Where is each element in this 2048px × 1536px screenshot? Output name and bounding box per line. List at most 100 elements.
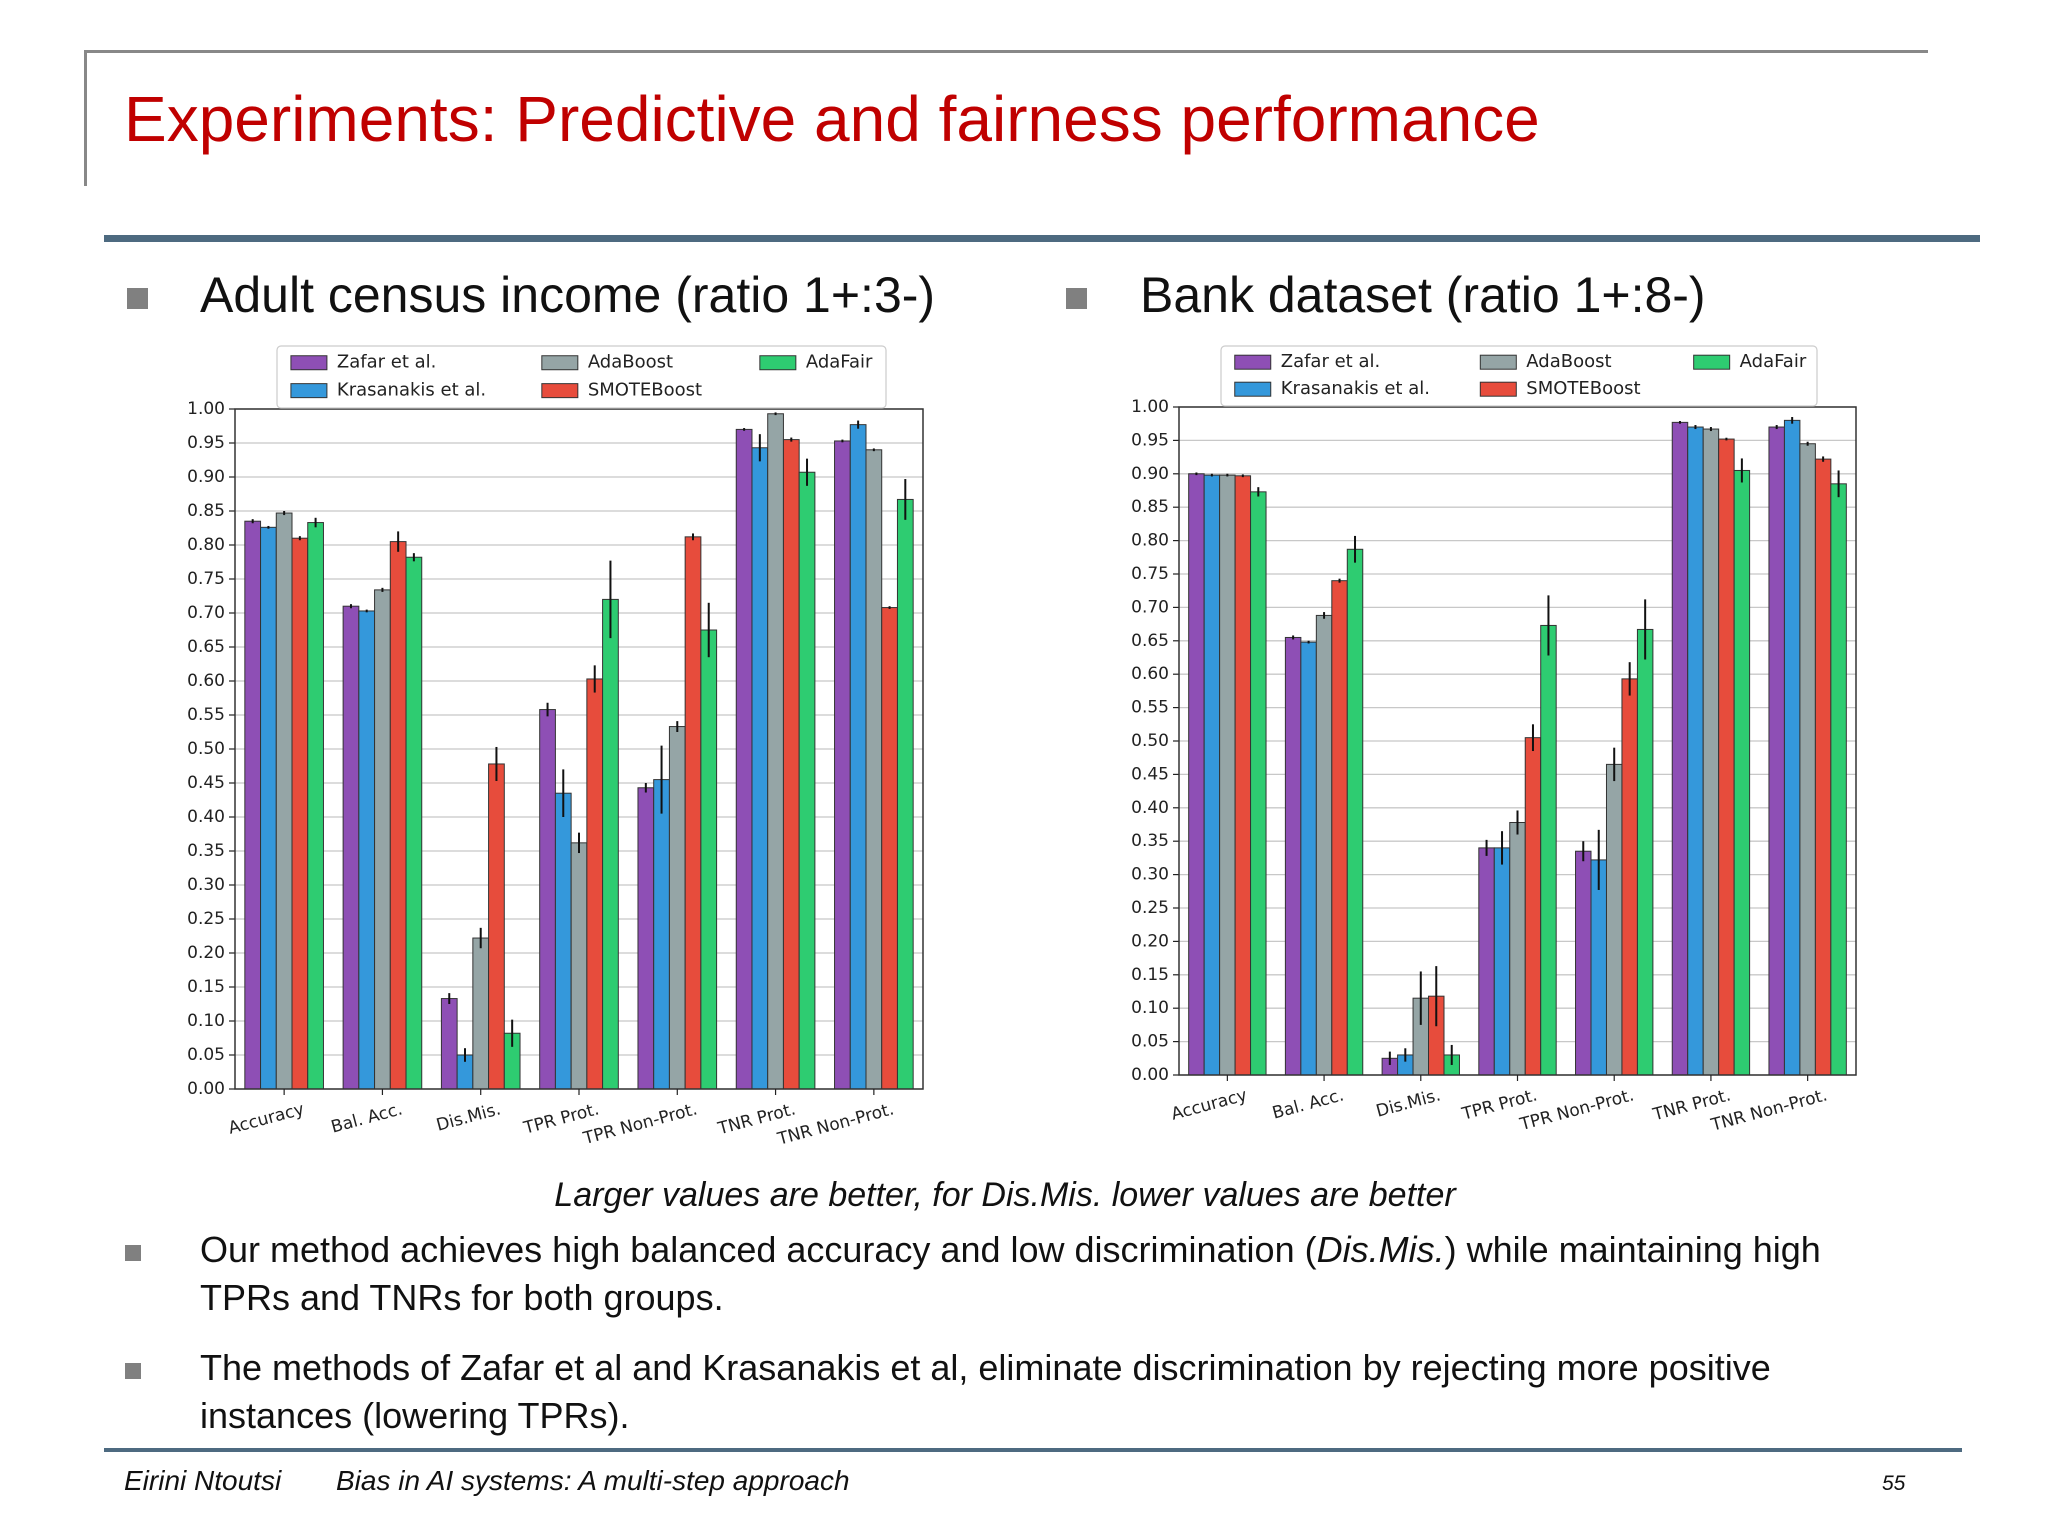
bar xyxy=(1493,847,1511,1076)
legend-label: AdaBoost xyxy=(588,352,673,373)
legend-box xyxy=(1220,345,1818,407)
y-tick-label: 0.75 xyxy=(1131,564,1169,584)
bar xyxy=(586,678,604,1090)
y-tick-label: 0.85 xyxy=(187,501,225,521)
x-tick-label: Bal. Acc. xyxy=(1270,1085,1346,1123)
y-tick-label: 0.40 xyxy=(1131,798,1169,818)
y-tick-label: 0.95 xyxy=(187,433,225,453)
chart-heading: Bank dataset (ratio 1+:8-) xyxy=(1140,267,1706,323)
caption: Larger values are better, for Dis.Mis. l… xyxy=(554,1176,1456,1214)
y-tick-label: 0.55 xyxy=(187,705,225,725)
bullet-text: Our method achieves high balanced accura… xyxy=(200,1226,1900,1322)
bar xyxy=(1636,628,1654,1076)
bar xyxy=(896,498,914,1090)
y-tick-label: 0.85 xyxy=(1131,497,1169,517)
legend-swatch xyxy=(759,355,797,371)
bar xyxy=(472,937,490,1090)
y-tick-label: 0.30 xyxy=(187,875,225,895)
y-tick-label: 0.35 xyxy=(187,841,225,861)
y-tick-label: 0.50 xyxy=(187,739,225,759)
bar xyxy=(1783,419,1801,1076)
text: Our method achieves high balanced accura… xyxy=(200,1229,1317,1270)
legend-swatch xyxy=(1234,354,1272,370)
y-tick-label: 0.45 xyxy=(1131,764,1169,784)
footer-author: Eirini Ntoutsi xyxy=(124,1465,282,1496)
y-tick-label: 0.60 xyxy=(1131,664,1169,684)
bar xyxy=(539,709,556,1090)
bullet-square xyxy=(125,1245,141,1261)
bar xyxy=(684,536,702,1090)
legend-swatch xyxy=(541,355,579,371)
bar xyxy=(1478,847,1495,1076)
legend-box xyxy=(276,345,887,409)
bar xyxy=(1188,473,1205,1076)
x-tick-label: Bal. Acc. xyxy=(329,1099,405,1137)
text: ) while maintaining high TPRs and TNRs f… xyxy=(200,1229,1821,1318)
x-tick-label: Accuracy xyxy=(1169,1085,1249,1124)
y-tick-label: 0.80 xyxy=(187,535,225,555)
bar xyxy=(751,447,769,1090)
y-tick-label: 0.15 xyxy=(187,977,225,997)
legend-label: Zafar et al. xyxy=(337,352,436,373)
y-tick-label: 0.30 xyxy=(1131,865,1169,885)
bar xyxy=(602,598,619,1090)
y-tick-label: 0.25 xyxy=(187,909,225,929)
bar xyxy=(488,763,505,1090)
x-tick-label: TPR Non-Prot. xyxy=(580,1099,699,1149)
y-tick-label: 0.55 xyxy=(1131,698,1169,718)
y-tick-label: 0.20 xyxy=(1131,931,1169,951)
bar xyxy=(374,589,391,1090)
bar xyxy=(307,522,324,1090)
y-tick-label: 0.35 xyxy=(1131,831,1169,851)
legend-swatch xyxy=(1693,354,1731,370)
bar xyxy=(554,792,572,1090)
bullet-text: The methods of Zafar et al and Krasanaki… xyxy=(200,1344,1900,1440)
y-tick-label: 0.65 xyxy=(187,637,225,657)
y-tick-label: 0.90 xyxy=(1131,464,1169,484)
y-tick-label: 1.00 xyxy=(187,399,225,419)
legend-label: Zafar et al. xyxy=(1281,351,1380,372)
bar xyxy=(358,610,376,1090)
legend-label: Krasanakis et al. xyxy=(337,380,486,401)
bar xyxy=(1234,475,1252,1076)
legend-label: SMOTEBoost xyxy=(588,380,702,401)
bar xyxy=(834,440,851,1090)
bar xyxy=(767,413,784,1090)
y-tick-label: 0.45 xyxy=(187,773,225,793)
bar xyxy=(1524,737,1542,1076)
bar xyxy=(668,726,686,1090)
bar xyxy=(1621,678,1638,1076)
bar xyxy=(1671,421,1689,1076)
legend-swatch xyxy=(290,355,328,371)
x-tick-label: Dis.Mis. xyxy=(434,1099,503,1135)
frame-top xyxy=(85,50,1928,53)
bar xyxy=(291,537,309,1090)
bar xyxy=(260,526,277,1090)
y-tick-label: 0.65 xyxy=(1131,631,1169,651)
bar xyxy=(1219,474,1236,1076)
y-tick-label: 0.00 xyxy=(1131,1065,1169,1085)
bar xyxy=(1331,580,1348,1076)
bar xyxy=(637,787,655,1090)
title-rule xyxy=(104,235,1980,242)
y-tick-label: 0.10 xyxy=(1131,998,1169,1018)
legend-label: AdaBoost xyxy=(1526,351,1611,372)
legend-label: AdaFair xyxy=(1740,351,1807,372)
frame-left xyxy=(84,50,87,186)
y-tick-label: 0.80 xyxy=(1131,531,1169,551)
text: Dis.Mis. xyxy=(1316,1229,1445,1270)
bar xyxy=(1814,458,1832,1076)
bullet-square xyxy=(125,1363,141,1379)
bar xyxy=(440,998,458,1090)
y-tick-label: 0.50 xyxy=(1131,731,1169,751)
bar xyxy=(1605,763,1623,1076)
bullet-square xyxy=(127,288,148,309)
bar xyxy=(342,605,360,1090)
bar xyxy=(1284,636,1302,1076)
x-tick-label: Dis.Mis. xyxy=(1374,1085,1443,1121)
y-tick-label: 0.95 xyxy=(1131,430,1169,450)
bar xyxy=(735,428,753,1090)
x-tick-label: Accuracy xyxy=(226,1099,306,1138)
bar xyxy=(1718,438,1735,1076)
